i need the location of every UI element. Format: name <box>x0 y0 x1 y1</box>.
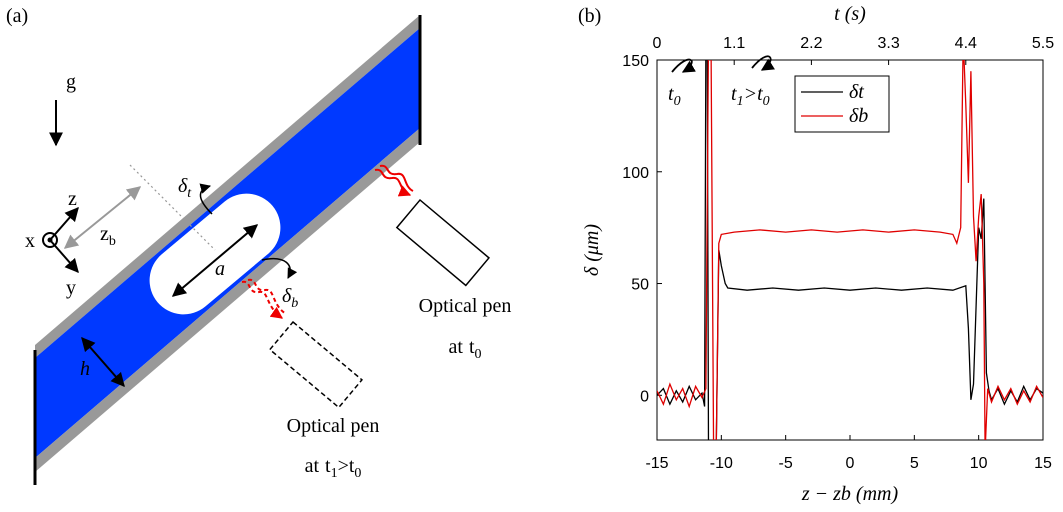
x-tick-label: 15 <box>1034 455 1052 472</box>
text-part: 0 <box>763 94 770 109</box>
text-part: t <box>349 455 355 477</box>
zb-label: zb <box>100 223 116 249</box>
pen-label: at t0 <box>449 336 482 362</box>
text-part: t <box>731 83 737 105</box>
x2-tick-label: 0 <box>653 35 662 52</box>
text-part: 0 <box>475 347 482 362</box>
x2-tick-label: 3.3 <box>877 35 899 52</box>
light-ray <box>247 278 287 315</box>
annotation-arrow <box>751 55 775 71</box>
y-tick-label: 150 <box>622 53 649 70</box>
arrow <box>81 336 125 388</box>
bubble-length-label: a <box>215 258 225 280</box>
axis-label: y <box>66 277 76 299</box>
x2-tick-label: 2.2 <box>800 35 822 52</box>
axis-label: z <box>68 188 77 210</box>
arrow <box>171 224 259 297</box>
arrow <box>49 206 79 241</box>
text-part: z <box>100 223 109 245</box>
optical-pen <box>268 320 364 409</box>
y-tick-label: 0 <box>640 388 649 405</box>
optical-pen <box>395 198 491 287</box>
x-tick-label: 0 <box>846 455 855 472</box>
schematic: (a) g z x y zb δt a h δb Optical pen at t… <box>6 5 511 485</box>
text-part: t <box>325 455 331 477</box>
x2-tick-label: 4.4 <box>955 35 977 52</box>
wall-top <box>35 15 420 358</box>
arrow <box>199 183 213 215</box>
x2-tick-label: 1.1 <box>723 35 745 52</box>
arrow <box>261 258 298 279</box>
text-part: at <box>449 336 464 358</box>
text-part: 0 <box>674 94 681 109</box>
annotation: t0 <box>668 83 681 109</box>
axis-origin <box>42 232 58 248</box>
wall-bottom <box>35 128 420 472</box>
panel-label: (a) <box>6 5 28 27</box>
x-axis-label: z − zb (mm) <box>801 483 899 505</box>
x2-axis-label: t (s) <box>834 3 866 25</box>
panel-label: (b) <box>578 5 601 27</box>
annotation-arrow <box>671 58 696 73</box>
text-part: b <box>291 296 298 311</box>
light-ray <box>379 164 414 192</box>
legend <box>794 75 890 133</box>
x-tick-label: -10 <box>710 455 733 472</box>
text-part: 1 <box>737 94 744 109</box>
arrow <box>49 239 79 274</box>
legend-label: δt <box>849 81 864 103</box>
chart: (b) z − zb (mm) t (s) δ (μm) t0 t1>t0 -1… <box>578 3 1054 505</box>
pen-label: Optical pen <box>287 415 380 437</box>
text-part: b <box>109 234 116 249</box>
annotation: t1>t0 <box>731 83 770 109</box>
x-tick-label: -5 <box>779 455 793 472</box>
arrow <box>63 186 142 249</box>
text-part: > <box>338 455 349 477</box>
light-ray <box>374 168 412 197</box>
pen-label: Optical pen <box>419 295 512 317</box>
x-tick-label: -15 <box>645 455 668 472</box>
text-part: t <box>668 83 674 105</box>
text-part: t <box>757 83 763 105</box>
text-part: δ <box>178 175 188 197</box>
y-axis-label: δ (μm) <box>581 224 603 276</box>
delta-t-label: δt <box>178 175 192 201</box>
pen-label: at t1>t0 <box>305 455 362 481</box>
height-label: h <box>80 358 90 380</box>
text-part: 1 <box>331 466 338 481</box>
legend-label: δb <box>849 105 868 127</box>
x2-tick-label: 5.5 <box>1032 35 1054 52</box>
guide <box>129 164 216 251</box>
text-part: 0 <box>354 466 361 481</box>
gravity-label: g <box>66 71 76 93</box>
delta-b-label: δb <box>282 285 298 311</box>
x-tick-label: 10 <box>970 455 988 472</box>
text-part: > <box>744 83 758 105</box>
light-ray <box>241 280 283 319</box>
data-line <box>657 60 1043 440</box>
text-part: t <box>469 336 475 358</box>
y-tick-label: 50 <box>631 277 649 294</box>
text-part: t <box>187 186 192 201</box>
text-part: δ <box>282 285 292 307</box>
text-part: at <box>305 455 320 477</box>
y-tick-label: 100 <box>622 165 649 182</box>
axis-label: x <box>25 230 35 252</box>
x-tick-label: 5 <box>910 455 919 472</box>
